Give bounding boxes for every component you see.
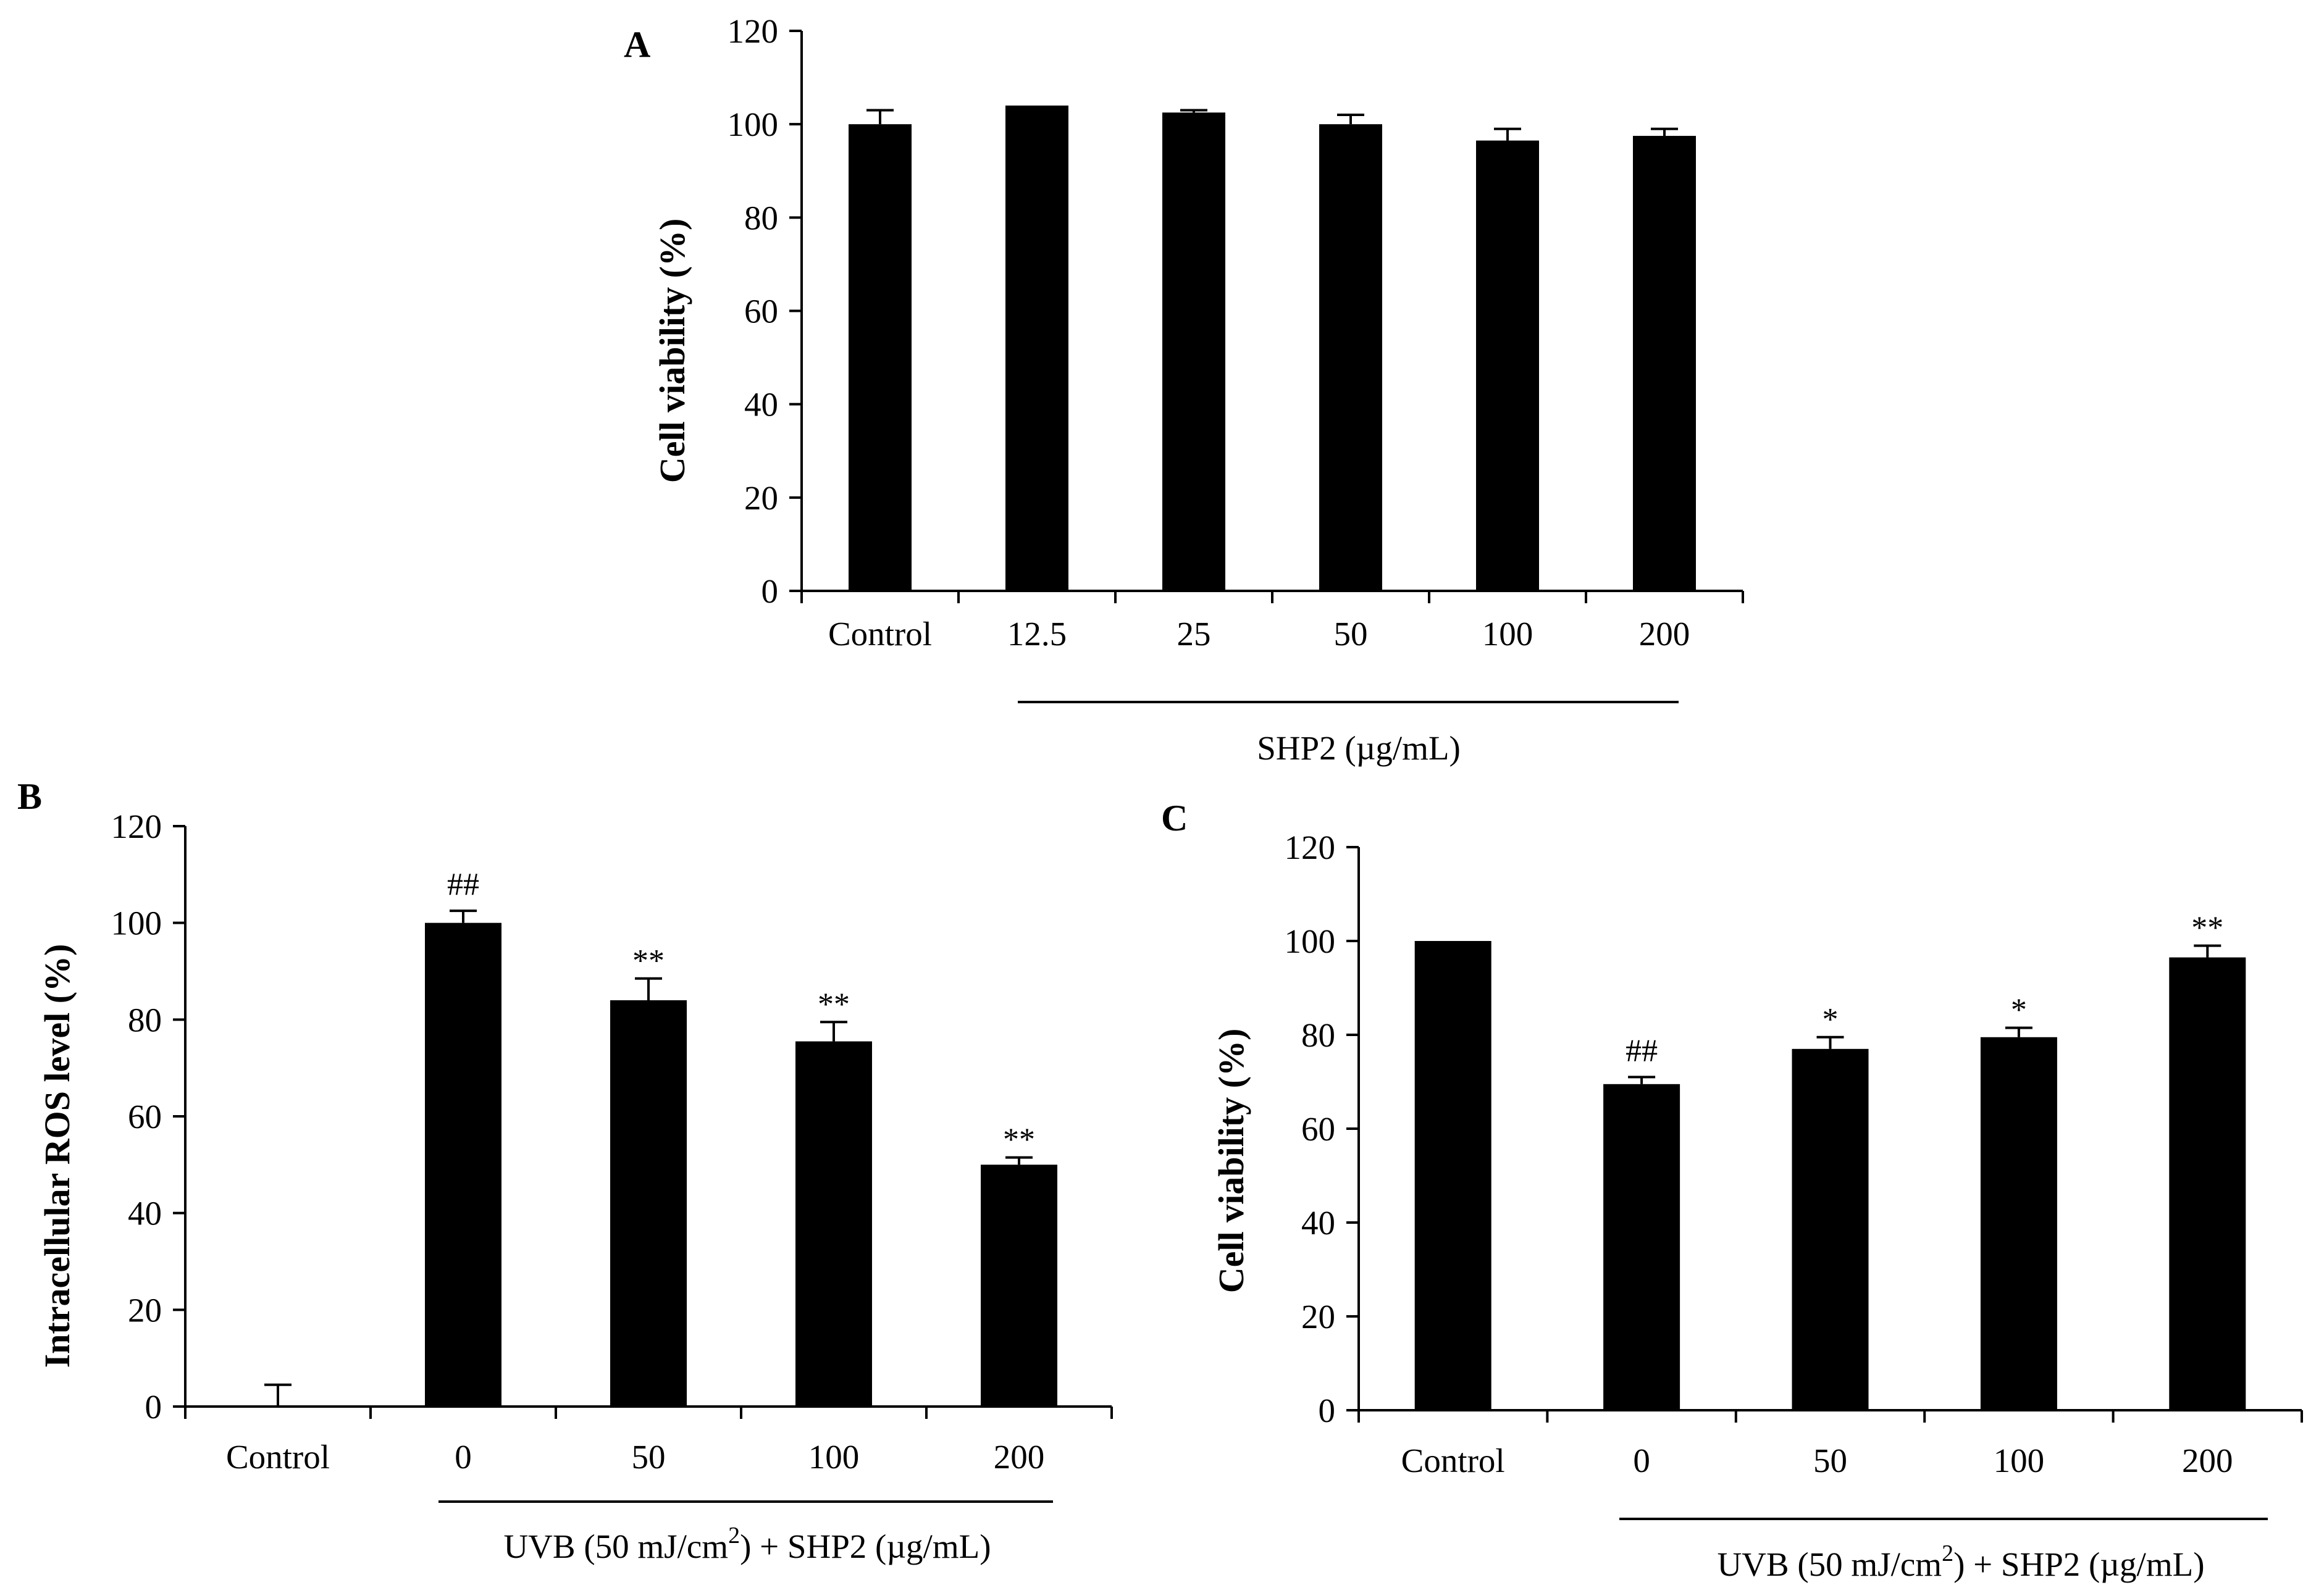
panel-c-bar [1603, 1084, 1680, 1410]
panel-b-y-tick-label: 20 [128, 1291, 162, 1329]
panel-b-letter: B [17, 776, 42, 817]
panel-c-letter: C [1161, 798, 1188, 838]
panel-b-y-tick-label: 60 [128, 1098, 162, 1135]
panel-c-significance-mark: * [1823, 1002, 1839, 1037]
panel-b-x-tick-label: 200 [994, 1438, 1045, 1476]
panel-c-group-label-part2: ) + SHP2 (µg/mL) [1953, 1545, 2204, 1583]
panel-c-significance-mark: * [2011, 993, 2027, 1028]
panel-a-y-tick-label: 0 [761, 572, 779, 610]
panel-a-x-tick-label: Control [828, 615, 932, 653]
panel-b-y-tick-label: 80 [128, 1001, 162, 1039]
panel-b-y-axis-title: Intracellular ROS level (%) [37, 944, 77, 1368]
panel-b-y-ticks: 0 20 40 60 80 100 120 [111, 808, 185, 1426]
panel-c-axes [1357, 847, 2303, 1423]
panel-b-group-label-superscript: 2 [728, 1523, 740, 1549]
panel-c-y-tick-label: 80 [1301, 1016, 1335, 1054]
panel-c-y-tick-label: 40 [1301, 1204, 1335, 1242]
panel-a-bar [1319, 124, 1382, 591]
panel-b-x-tick-label: 100 [808, 1438, 860, 1476]
panel-c-group-label: UVB (50 mJ/cm2) + SHP2 (µg/mL) [1717, 1541, 2204, 1583]
panel-c-y-tick-label: 60 [1301, 1110, 1335, 1148]
panel-a-letter: A [624, 24, 650, 65]
panel-a-x-ticks: Control 12.5 25 50 100 200 [828, 615, 1690, 653]
panel-b: B Intracellular ROS level (%) 0204060801… [17, 776, 1113, 1565]
panel-a-y-tick-label: 120 [728, 12, 779, 50]
panel-b-significance-mark: ** [818, 987, 850, 1022]
panel-c-y-tick-label: 100 [1285, 922, 1336, 960]
panel-a-x-tick-label: 50 [1334, 615, 1368, 653]
panel-b-x-ticks: Control 0 50 100 200 [226, 1438, 1044, 1476]
panel-c-x-ticks: Control 0 50 100 200 [1401, 1442, 2233, 1479]
panel-c-bar [1980, 1037, 2057, 1410]
panel-b-y-tick-label: 100 [111, 905, 162, 942]
panel-b-bar [610, 1000, 687, 1407]
panel-b-y-tick-label: 40 [128, 1195, 162, 1232]
panel-b-x-tick-label: 50 [632, 1438, 666, 1476]
panel-a-x-tick-label: 25 [1177, 615, 1211, 653]
panel-a-bar [1162, 112, 1225, 592]
panel-c-group-label-part1: UVB (50 mJ/cm [1717, 1545, 1942, 1583]
panel-b-bar [981, 1164, 1057, 1407]
panel-a-y-tick-label: 20 [744, 479, 778, 517]
panel-b-significance-mark: ## [447, 867, 479, 902]
panel-b-axes [184, 826, 1113, 1419]
panel-c-annotations: ##* *** [1626, 911, 2223, 1069]
panel-a-y-tick-label: 80 [744, 199, 778, 236]
panel-b-significance-mark: ** [1003, 1123, 1035, 1158]
panel-b-x-tick-label: 0 [455, 1438, 472, 1476]
panel-a-x-tick-label: 200 [1639, 615, 1690, 653]
panel-b-y-tick-label: 0 [145, 1388, 162, 1426]
panel-a-group-label: SHP2 (µg/mL) [1257, 729, 1461, 767]
panel-c-x-tick-label: Control [1401, 1442, 1505, 1479]
panel-c-y-tick-label: 120 [1285, 829, 1336, 866]
panel-c-bar [1414, 941, 1491, 1410]
panel-a-y-tick-label: 60 [744, 293, 778, 330]
panel-a-bar [849, 124, 912, 591]
panel-c-bar [2169, 957, 2246, 1410]
panel-b-significance-mark: ** [632, 943, 665, 979]
panel-a-x-tick-label: 12.5 [1007, 615, 1067, 653]
panel-c-significance-mark: ## [1626, 1033, 1658, 1068]
panel-a-y-tick-label: 40 [744, 386, 778, 424]
panel-c-group-label-superscript: 2 [1942, 1541, 1953, 1566]
panel-c-bars [1414, 941, 2246, 1410]
panel-a-bar [1005, 105, 1068, 591]
panel-b-group-label: UVB (50 mJ/cm2) + SHP2 (µg/mL) [503, 1523, 991, 1565]
panel-c-x-tick-label: 200 [2182, 1442, 2233, 1479]
panel-b-annotations: ## ** ** ** [447, 867, 1035, 1158]
panel-c-x-tick-label: 0 [1633, 1442, 1650, 1479]
panel-a-y-ticks: 0 20 40 60 80 100 120 [728, 12, 802, 610]
panel-b-y-tick-label: 120 [111, 808, 162, 845]
panel-b-group-label-part1: UVB (50 mJ/cm [503, 1528, 728, 1565]
panel-b-x-tick-label: Control [226, 1438, 330, 1476]
panel-c-y-ticks: 0 20 40 60 80 100 120 [1285, 829, 1359, 1429]
panel-a: A Cell viability (%) 0 20 40 60 80 100 120 Con… [624, 12, 1744, 767]
panel-a-y-axis-title: Cell viability (%) [652, 219, 692, 483]
panel-b-bar [795, 1041, 872, 1407]
panel-c-y-axis-title: Cell viability (%) [1211, 1029, 1251, 1294]
panel-c-x-tick-label: 100 [1994, 1442, 2045, 1479]
panel-a-bars [849, 105, 1696, 592]
panel-c-y-tick-label: 0 [1319, 1392, 1336, 1429]
panel-c-y-tick-label: 20 [1301, 1298, 1335, 1336]
panel-c-significance-mark: ** [2191, 911, 2223, 946]
panel-c-bar [1792, 1048, 1869, 1410]
panel-b-bar [425, 922, 501, 1407]
panel-a-bar [1476, 140, 1539, 591]
panel-c-x-tick-label: 50 [1813, 1442, 1847, 1479]
panel-b-group-label-part2: ) + SHP2 (µg/mL) [740, 1528, 991, 1565]
panel-a-bar [1633, 136, 1696, 591]
panel-b-bars [264, 909, 1057, 1407]
panel-a-x-tick-label: 100 [1482, 615, 1533, 653]
panel-a-y-tick-label: 100 [728, 106, 779, 143]
panel-a-axes [800, 31, 1744, 603]
